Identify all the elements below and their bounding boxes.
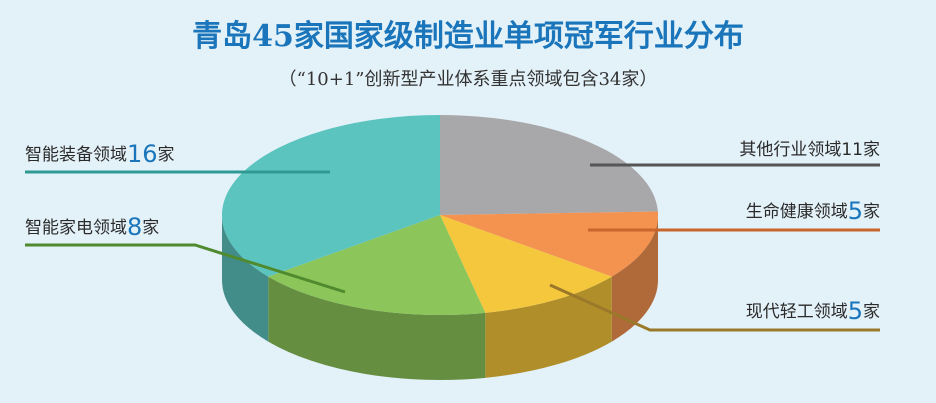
chart-subtitle: （“10+1”创新型产业体系重点领域包含34家） — [279, 69, 658, 90]
leader-line — [25, 243, 346, 294]
unit-label: 家 — [863, 302, 880, 322]
slice — [268, 215, 486, 315]
slice — [440, 215, 612, 313]
slice — [440, 211, 658, 277]
slice-label: 智能装备领域16家 — [25, 140, 175, 168]
category-label: 其他行业领域 — [739, 140, 841, 160]
category-label: 智能装备领域 — [25, 145, 127, 165]
slice-side — [485, 276, 612, 378]
value-label: 11 — [841, 140, 863, 160]
slice-label: 生命健康领域5家 — [746, 197, 880, 225]
value-label: 5 — [848, 197, 863, 225]
unit-label: 家 — [142, 218, 159, 238]
slice — [440, 115, 658, 215]
value-label: 5 — [848, 297, 863, 325]
slice-label: 智能家电领域8家 — [25, 213, 159, 241]
slice-label: 现代轻工领域5家 — [746, 297, 880, 325]
slice-label: 其他行业领域11家 — [739, 140, 880, 160]
value-label: 16 — [127, 140, 158, 168]
unit-label: 家 — [863, 202, 880, 222]
category-label: 智能家电领域 — [25, 218, 127, 238]
slice-side — [611, 215, 658, 342]
category-label: 现代轻工领域 — [746, 302, 848, 322]
category-label: 生命健康领域 — [746, 202, 848, 222]
leader-line — [549, 283, 880, 332]
unit-label: 家 — [158, 145, 175, 165]
slice-side — [268, 276, 486, 380]
chart-title: 青岛45家国家级制造业单项冠军行业分布 — [192, 19, 744, 54]
value-label: 8 — [127, 213, 142, 241]
slice-side — [222, 215, 269, 342]
slice — [221, 115, 440, 277]
unit-label: 家 — [863, 140, 880, 160]
